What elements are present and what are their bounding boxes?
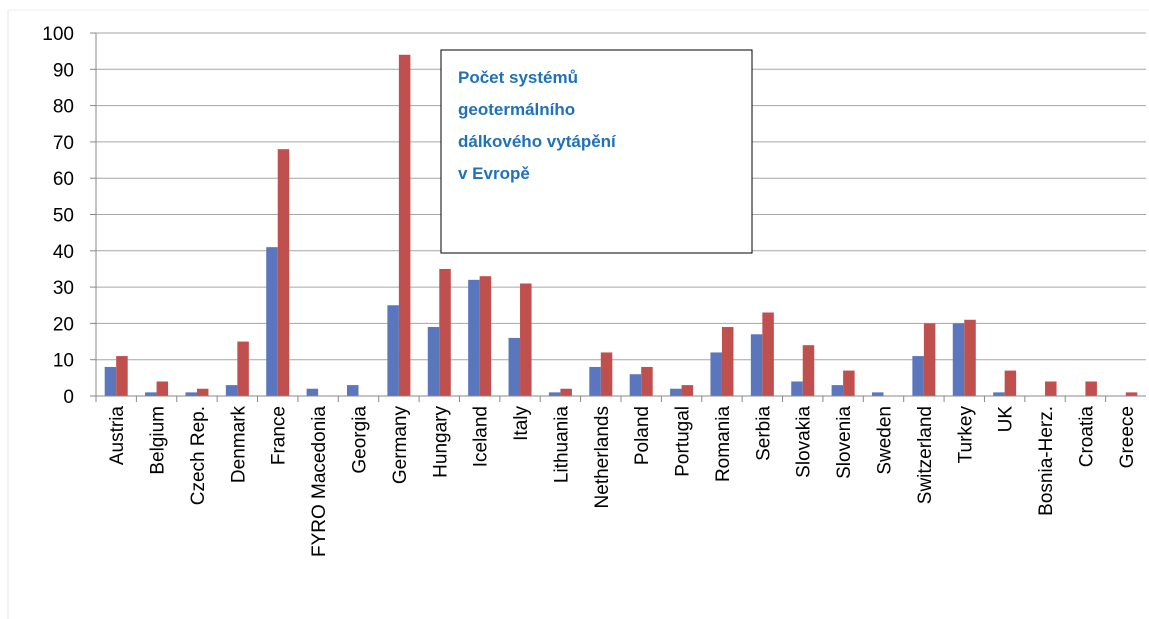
y-tick-label: 20: [53, 314, 74, 335]
bar: [589, 366, 601, 396]
x-tick-label: Slovakia: [794, 406, 815, 478]
bar: [196, 388, 209, 396]
annotation-text: Počet systémů: [458, 68, 578, 87]
bar: [912, 356, 924, 396]
bar: [600, 352, 613, 396]
y-tick-label: 40: [53, 242, 74, 263]
x-tick-label: Netherlands: [592, 406, 613, 508]
bar: [560, 388, 572, 396]
bar: [1085, 381, 1097, 396]
annotation-text: geotermálního: [458, 100, 575, 119]
y-tick-label: 90: [53, 60, 74, 81]
y-tick-label: 60: [53, 169, 74, 190]
x-tick-label: Bosnia-Herz.: [1036, 406, 1057, 516]
bar: [670, 388, 682, 396]
x-tick-label: Turkey: [955, 406, 976, 464]
bar: [1004, 370, 1017, 396]
x-tick-label: Portugal: [673, 406, 694, 477]
bar: [548, 392, 561, 396]
bar: [387, 305, 399, 396]
annotation-box: [440, 49, 753, 254]
annotation-text: dálkového vytápění: [458, 132, 617, 151]
bar: [750, 334, 763, 396]
x-tick-label: UK: [996, 406, 1017, 433]
x-tick-label: Switzerland: [915, 406, 936, 504]
bar: [872, 392, 884, 396]
bar: [277, 149, 290, 396]
bar: [116, 356, 128, 396]
x-tick-label: Croatia: [1076, 406, 1097, 468]
bar: [843, 370, 855, 396]
bar: [1125, 392, 1138, 396]
x-tick-label: Czech Rep.: [188, 406, 209, 505]
bar: [952, 323, 965, 396]
bar: [641, 366, 653, 396]
bar: [681, 385, 694, 396]
bar: [629, 374, 642, 396]
bar: [508, 337, 521, 396]
x-tick-label: Hungary: [430, 406, 451, 478]
bar: [802, 345, 815, 396]
bar: [306, 388, 319, 396]
bar: [427, 327, 440, 396]
bar: [237, 341, 249, 396]
y-tick-label: 70: [53, 133, 74, 154]
x-tick-label: Lithuania: [551, 406, 572, 484]
y-tick-label: 80: [53, 97, 74, 118]
bar: [710, 352, 722, 396]
bar: [721, 327, 734, 396]
bar: [439, 268, 451, 396]
bar: [791, 381, 803, 396]
annotation-text: v Evropě: [458, 164, 530, 183]
bar: [1045, 381, 1057, 396]
x-tick-label: Sweden: [875, 406, 896, 475]
x-tick-label: Belgium: [148, 406, 169, 475]
x-tick-label: Poland: [632, 406, 653, 465]
x-tick-label: Iceland: [471, 406, 492, 467]
bar: [156, 381, 169, 396]
bar: [479, 276, 492, 396]
bar: [993, 392, 1005, 396]
bar: [923, 323, 936, 396]
y-tick-label: 30: [53, 278, 74, 299]
y-tick-label: 50: [53, 206, 74, 227]
x-tick-label: France: [269, 406, 290, 465]
x-tick-label: Greece: [1117, 406, 1138, 468]
bar: [520, 283, 532, 396]
bar: [225, 385, 238, 396]
x-tick-label: Serbia: [753, 406, 774, 461]
bar: [831, 385, 844, 396]
bar: [185, 392, 197, 396]
bar: [762, 312, 774, 396]
bar: [468, 279, 480, 396]
x-tick-label: Romania: [713, 406, 734, 482]
x-tick-label: Germany: [390, 406, 411, 485]
bar: [347, 385, 359, 396]
x-tick-label: Denmark: [228, 406, 249, 484]
x-tick-label: Italy: [511, 406, 532, 441]
bar: [104, 366, 117, 396]
y-tick-label: 10: [53, 351, 74, 372]
bar: [266, 247, 278, 396]
bar: [398, 54, 411, 396]
bar: [145, 392, 157, 396]
x-tick-label: Austria: [107, 406, 128, 466]
x-tick-label: FYRO Macedonia: [309, 406, 330, 557]
y-tick-label: 0: [63, 387, 74, 408]
x-tick-label: Georgia: [350, 406, 371, 474]
x-tick-label: Slovenia: [834, 406, 855, 479]
bar: [964, 319, 976, 396]
y-tick-label: 100: [42, 24, 74, 45]
